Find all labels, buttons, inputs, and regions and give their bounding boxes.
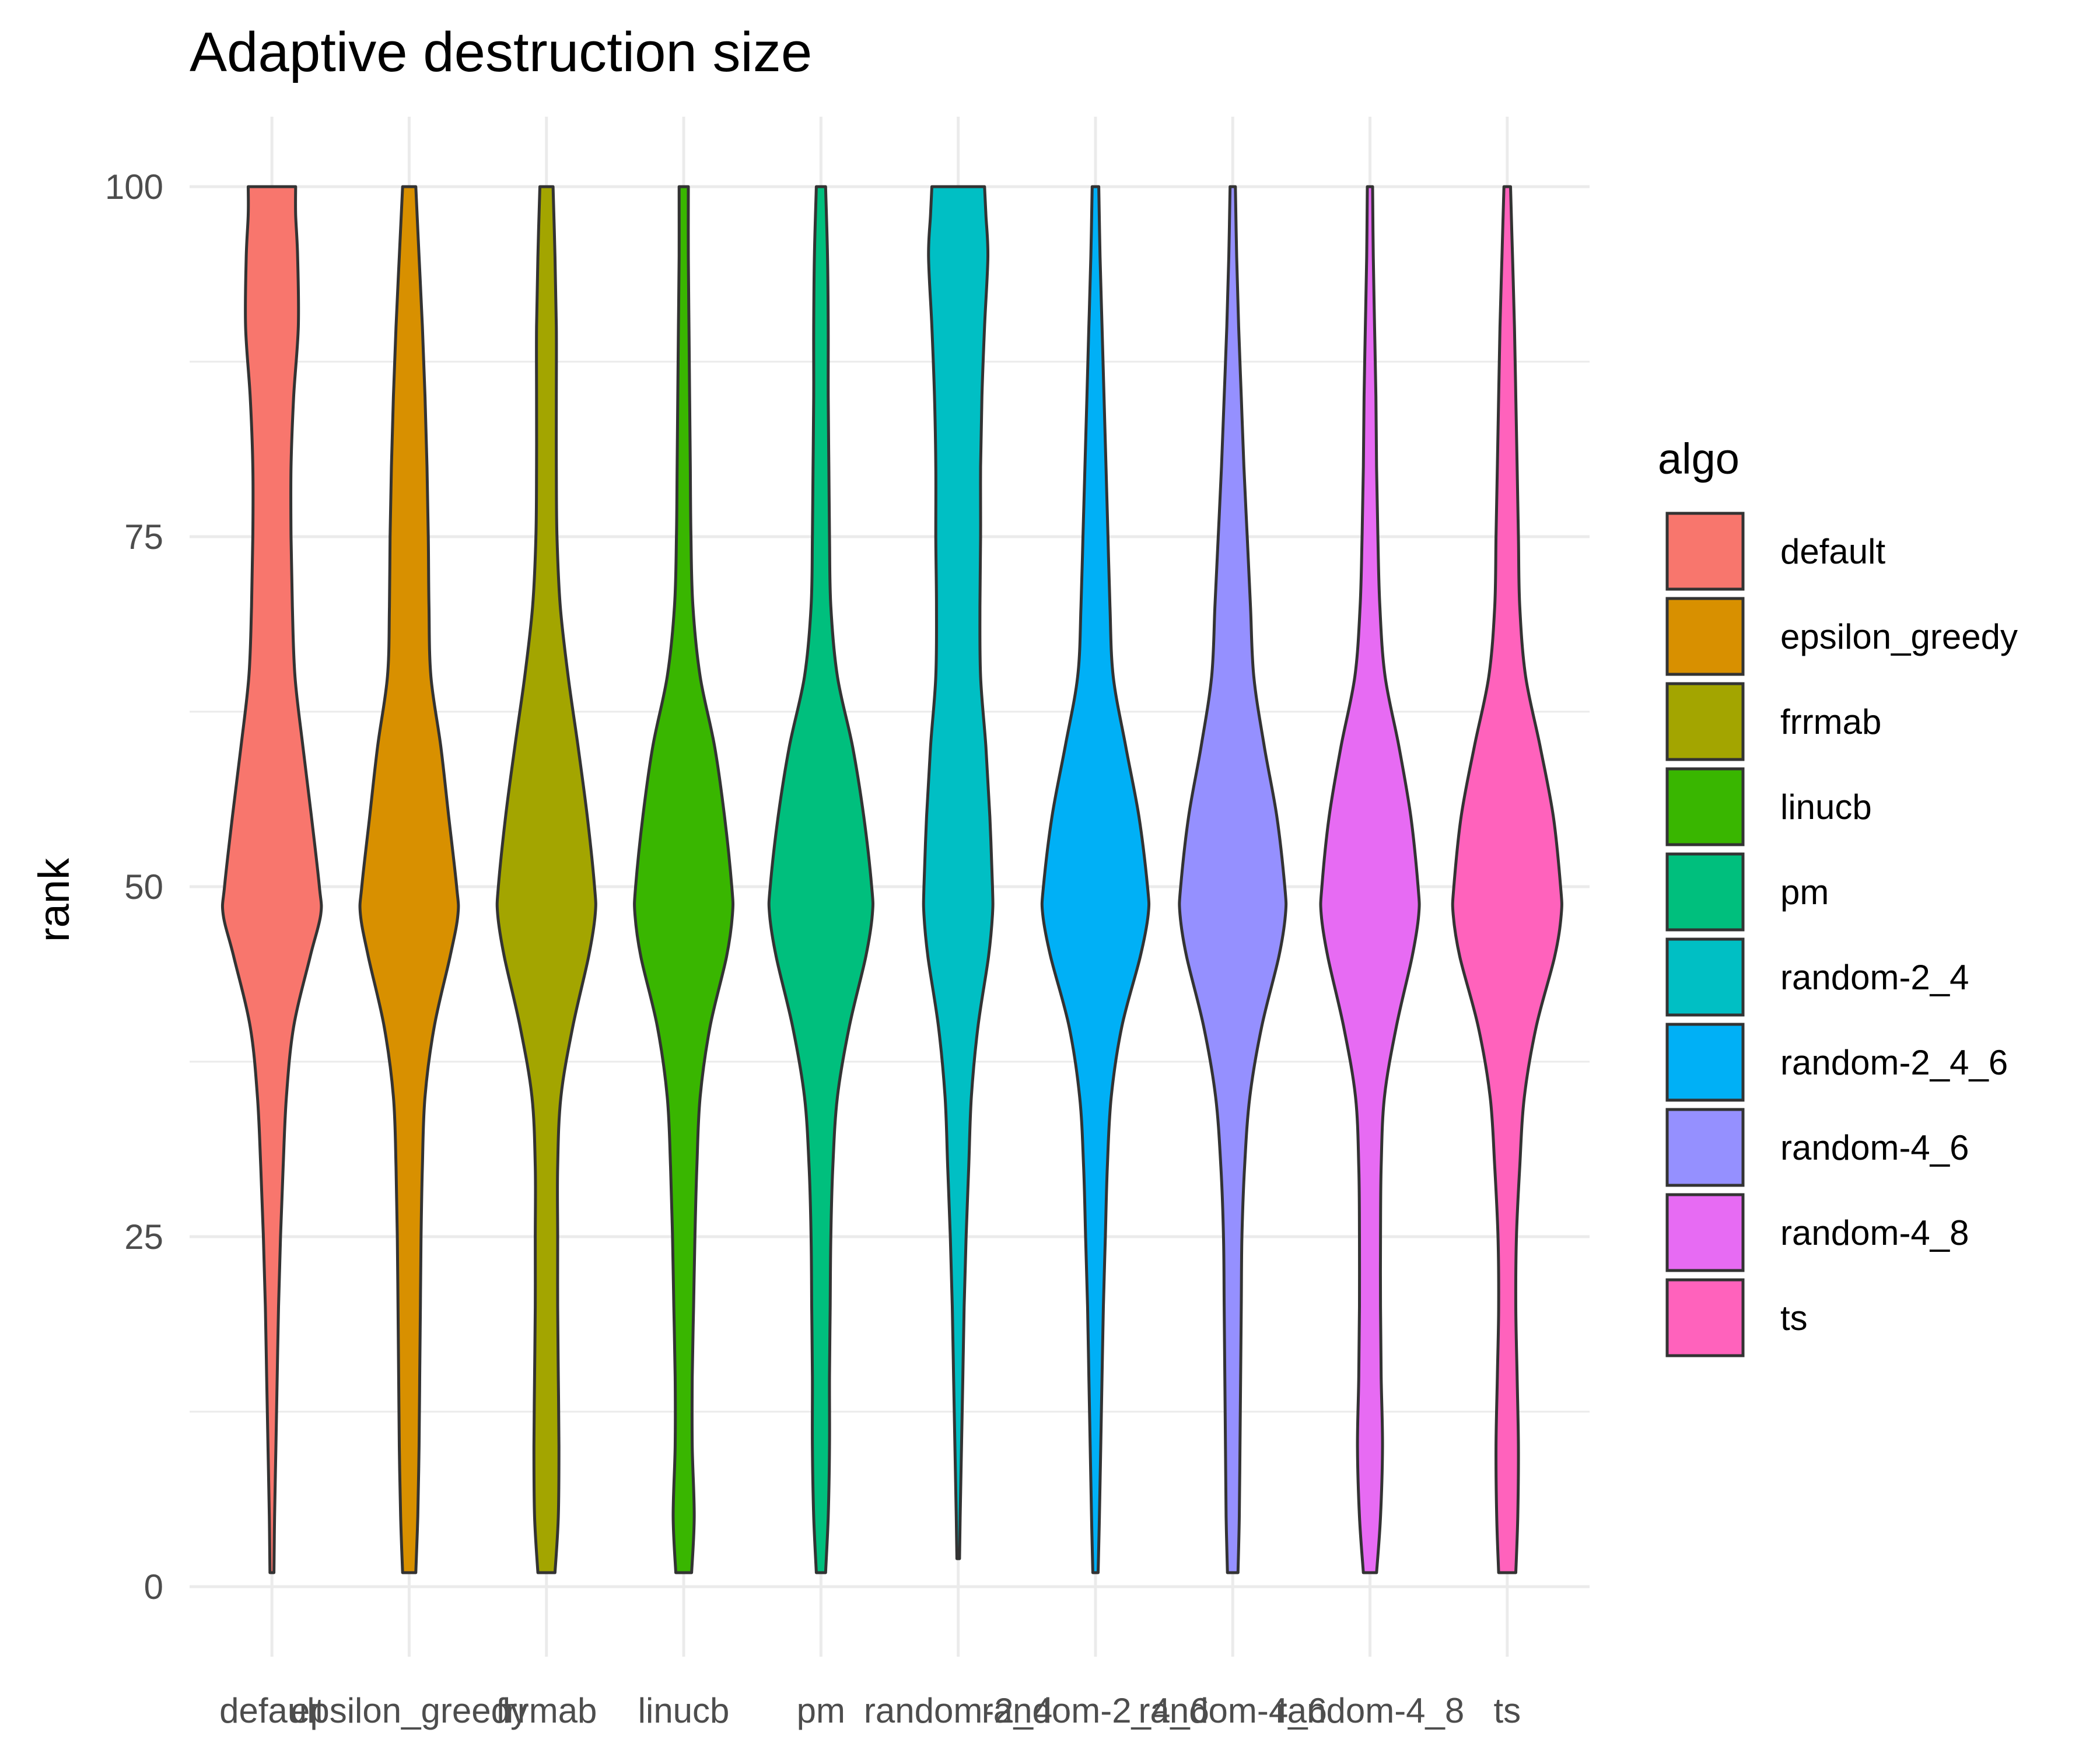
x-tick-label: random-4_8 [1276,1691,1465,1730]
violin-linucb [633,185,735,1574]
violin-frrmab [495,185,597,1574]
x-tick-label: pm [797,1691,845,1730]
violins [220,185,1563,1574]
violin-random-4_6 [1178,185,1288,1574]
x-tick-label: ts [1493,1691,1521,1730]
legend-label: linucb [1780,788,1872,827]
legend-key-pm [1665,852,1745,932]
y-axis-tick-labels: 0 25 50 75 100 [105,167,163,1606]
violin-random-2_4_6 [1040,185,1151,1574]
legend-label: ts [1780,1298,1808,1338]
violin-random-4_8 [1319,185,1421,1574]
legend-label: random-4_8 [1780,1213,1969,1252]
y-tick-label: 50 [124,867,163,907]
violin-ts [1451,185,1563,1574]
legend-label: random-4_6 [1780,1128,1969,1167]
legend-key-random-2_4 [1665,937,1745,1017]
legend-key-random-2_4_6 [1665,1023,1745,1102]
x-tick-label: linucb [638,1691,730,1730]
x-tick-label: frrmab [496,1691,597,1730]
x-tick-label: epsilon_greedy [290,1691,528,1730]
violin-pm [767,185,874,1574]
legend-key-frrmab [1665,682,1745,761]
legend-label: frrmab [1780,702,1881,741]
violin-random-2_4 [922,185,995,1560]
legend-label: pm [1780,873,1829,912]
y-tick-label: 25 [124,1217,163,1256]
legend-label: default [1780,532,1885,571]
legend-label: random-2_4_6 [1780,1043,2008,1082]
x-tick-label: random-2_4_6 [982,1691,1209,1730]
legend-title: algo [1658,435,1740,483]
chart-title: Adaptive destruction size [190,21,812,83]
y-axis-title: rank [30,858,78,942]
legend-key-default [1665,512,1745,591]
legend-key-random-4_6 [1665,1108,1745,1187]
legend-key-random-4_8 [1665,1193,1745,1272]
violin-default [220,185,323,1574]
x-tick-label: random-4_6 [1138,1691,1327,1730]
x-tick-label: default [219,1691,324,1730]
y-tick-label: 0 [144,1567,163,1606]
legend-key-linucb [1665,767,1745,846]
legend-key-ts [1665,1278,1745,1357]
legend-label: random-2_4 [1780,958,1969,997]
legend-key-epsilon_greedy [1665,597,1745,676]
legend-label: epsilon_greedy [1780,617,2018,656]
violin-epsilon_greedy [358,185,460,1574]
y-tick-label: 75 [124,517,163,556]
x-tick-label: random-2_4 [864,1691,1053,1730]
y-tick-label: 100 [105,167,163,206]
